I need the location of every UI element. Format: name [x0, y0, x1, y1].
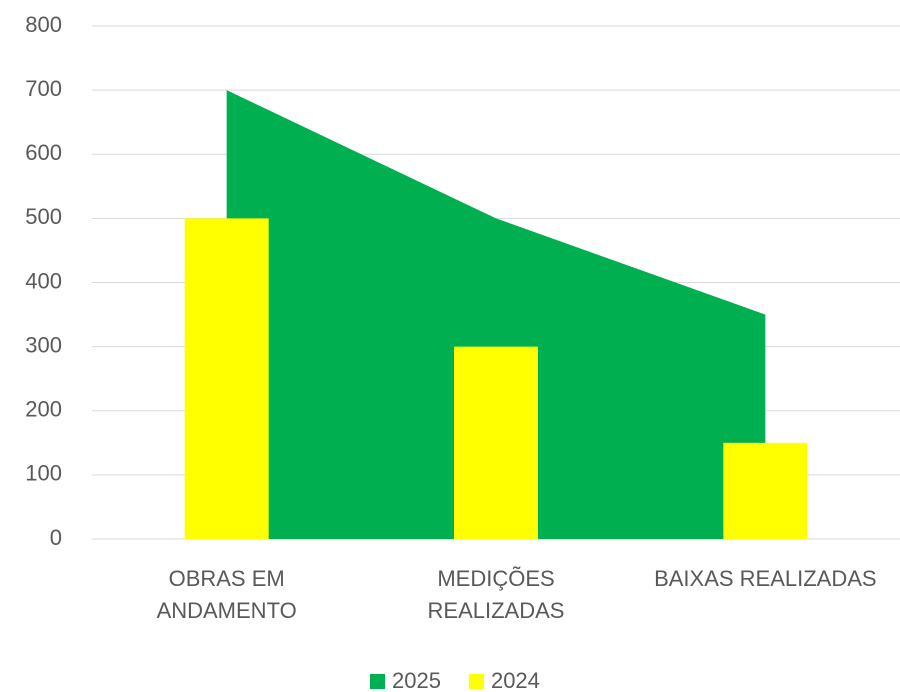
legend-swatch: [468, 674, 484, 689]
y-tick-label: 500: [25, 204, 62, 229]
y-tick-label: 800: [25, 12, 62, 37]
y-tick-label: 0: [50, 525, 62, 550]
legend-label: 2024: [491, 668, 540, 692]
y-tick-label: 700: [25, 76, 62, 101]
y-tick-label: 400: [25, 268, 62, 293]
x-tick-label: OBRAS EM ANDAMENTO: [156, 566, 297, 623]
y-tick-label: 300: [25, 332, 62, 357]
area: [226, 90, 766, 539]
bar: [454, 346, 538, 539]
x-tick-label: MEDIÇÕES REALIZADAS: [427, 566, 565, 623]
legend-label: 2025: [392, 668, 441, 692]
legend-swatch: [370, 674, 385, 689]
y-tick-label: 200: [25, 397, 62, 422]
y-tick-label: 600: [25, 140, 62, 165]
bar: [184, 218, 269, 539]
bar: [723, 442, 808, 539]
x-tick-label: BAIXAS REALIZADAS: [654, 566, 877, 591]
y-tick-label: 100: [25, 461, 62, 486]
